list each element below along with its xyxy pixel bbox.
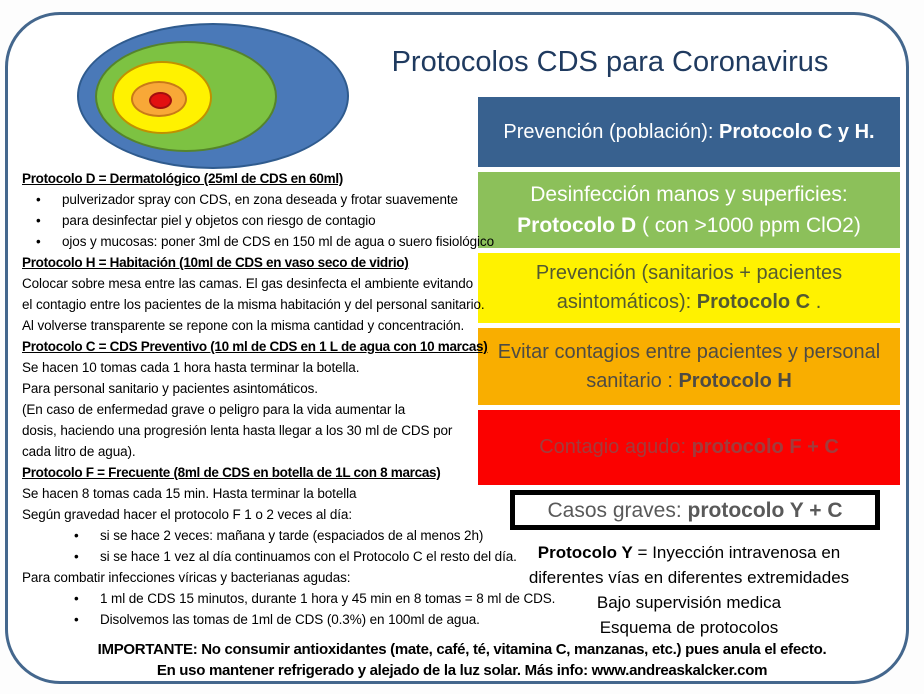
- section-heading-protocolo-f: Protocolo F = Frecuente (8ml de CDS en b…: [22, 465, 441, 480]
- footer-warning: IMPORTANTE: No consumir antioxidantes (m…: [0, 639, 924, 681]
- box-text: Casos graves:: [547, 498, 688, 522]
- text-line: Según gravedad hacer el protocolo F 1 o …: [22, 507, 352, 522]
- box-text: Prevención (población):: [503, 120, 720, 143]
- bullet-item: si se hace 1 vez al día continuamos con …: [22, 546, 517, 567]
- protocol-box-column: Prevención (población): Protocolo C y H.…: [478, 97, 900, 530]
- protocol-y-note: Protocolo Y = Inyección intravenosa en d…: [478, 540, 900, 640]
- venn-ring-red: [149, 92, 172, 109]
- box-text-bold: protocolo Y + C: [687, 498, 843, 522]
- text-line: cada litro de agua).: [22, 444, 136, 459]
- text-line: Colocar sobre mesa entre las camas. El g…: [22, 276, 474, 291]
- box-text-bold: Protocolo H: [678, 369, 792, 392]
- text-line: Se hacen 10 tomas cada 1 hora hasta term…: [22, 360, 360, 375]
- text-line: Para combatir infecciones víricas y bact…: [22, 570, 351, 585]
- bullet-item: si se hace 2 veces: mañana y tarde (espa…: [22, 525, 492, 546]
- note-bold: Protocolo Y: [537, 543, 633, 562]
- box-text: Prevención (sanitarios + pacientes asint…: [535, 262, 843, 313]
- footer-line-importante: IMPORTANTE: No consumir antioxidantes (m…: [97, 641, 827, 658]
- note-line: Protocolo Y = Inyección intravenosa en: [478, 540, 900, 565]
- box-severe-cases: Casos graves: protocolo Y + C: [510, 490, 880, 530]
- text-line: (En caso de enfermedad grave o peligro p…: [22, 402, 406, 417]
- box-avoid-contagion: Evitar contagios entre pacientes y perso…: [478, 328, 900, 405]
- page-title: Protocolos CDS para Coronavirus: [391, 46, 829, 78]
- note-text: = Inyección intravenosa en: [632, 543, 841, 562]
- text-line: dosis, haciendo una progresión lenta has…: [22, 423, 453, 438]
- box-text-bold: Protocolo C y H.: [719, 120, 875, 143]
- box-text: ( con >1000 ppm ClO2): [636, 214, 861, 237]
- section-heading-protocolo-d: Protocolo D = Dermatológico (25ml de CDS…: [22, 171, 343, 186]
- note-line: Esquema de protocolos: [599, 618, 779, 637]
- bullet-item: para desinfectar piel y objetos con ries…: [22, 210, 492, 231]
- bullet-item: 1 ml de CDS 15 minutos, durante 1 hora y…: [22, 588, 555, 609]
- note-line: Bajo supervisión medica: [596, 593, 782, 612]
- bullet-item: pulverizador spray con CDS, en zona dese…: [22, 189, 492, 210]
- box-text: .: [810, 291, 822, 313]
- text-line: Se hacen 8 tomas cada 15 min. Hasta term…: [22, 486, 357, 501]
- section-heading-protocolo-c: Protocolo C = CDS Preventivo (10 ml de C…: [22, 339, 488, 354]
- text-line: Al volverse transparente se repone con l…: [22, 318, 465, 333]
- text-line: el contagio entre los pacientes de la mi…: [22, 297, 485, 312]
- box-disinfection-hands-surfaces: Desinfección manos y superficies: Protoc…: [478, 172, 900, 248]
- box-text-bold: Protocolo C: [696, 291, 811, 313]
- box-text: Desinfección manos y superficies:: [530, 183, 848, 206]
- box-prevention-population: Prevención (población): Protocolo C y H.: [478, 97, 900, 167]
- bullet-item: ojos y mucosas: poner 3ml de CDS en 150 …: [22, 231, 494, 252]
- box-text: Evitar contagios entre pacientes y perso…: [497, 340, 881, 392]
- bullet-item: Disolvemos las tomas de 1ml de CDS (0.3%…: [22, 609, 492, 630]
- box-prevention-sanitarios: Prevención (sanitarios + pacientes asint…: [478, 253, 900, 323]
- box-text-bold: Protocolo D: [517, 214, 637, 237]
- footer-line-info: En uso mantener refrigerado y alejado de…: [156, 662, 768, 679]
- section-heading-protocolo-h: Protocolo H = Habitación (10ml de CDS en…: [22, 255, 409, 270]
- box-text-bold: protocolo F + C: [691, 436, 839, 458]
- note-line: diferentes vías en diferentes extremidad…: [528, 568, 850, 587]
- text-line: Para personal sanitario y pacientes asin…: [22, 381, 318, 396]
- protocol-descriptions: Protocolo D = Dermatológico (25ml de CDS…: [22, 168, 555, 630]
- box-text: Contagio agudo:: [539, 436, 692, 458]
- box-acute-contagion: Contagio agudo: protocolo F + C: [478, 410, 900, 485]
